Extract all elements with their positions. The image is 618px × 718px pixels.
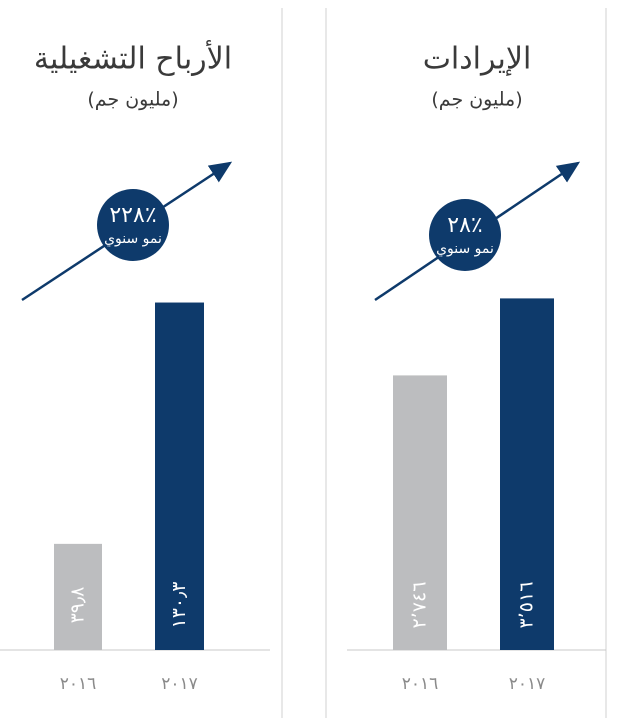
x-tick-label: ٢٠١٧: [509, 674, 546, 694]
value-label: ١٣٠٫٣: [168, 582, 190, 629]
value-label: ٣٩٫٨: [67, 587, 89, 624]
bar: [54, 543, 102, 650]
chart-title: الأرباح التشغيلية: [34, 39, 232, 77]
chart-subtitle: (مليون جم): [87, 89, 178, 111]
chart-title: الإيرادات: [423, 42, 532, 77]
growth-value: ٢٨٪: [447, 213, 482, 238]
growth-label: نمو سنوي: [436, 241, 494, 257]
bar: [155, 302, 204, 650]
x-tick-label: ٢٠١٧: [161, 674, 198, 694]
growth-value: ٢٢٨٪: [109, 203, 156, 228]
value-label: ٣٬٥١٦: [516, 582, 538, 629]
value-label: ٢٬٧٤٦: [409, 582, 431, 629]
bar: [393, 375, 447, 650]
x-tick-label: ٢٠١٦: [402, 674, 439, 694]
growth-label: نمو سنوي: [104, 231, 162, 247]
bar: [500, 298, 554, 650]
growth-badge: [429, 199, 501, 271]
growth-badge: [97, 189, 169, 261]
x-tick-label: ٢٠١٦: [60, 674, 97, 694]
chart-subtitle: (مليون جم): [431, 89, 522, 111]
